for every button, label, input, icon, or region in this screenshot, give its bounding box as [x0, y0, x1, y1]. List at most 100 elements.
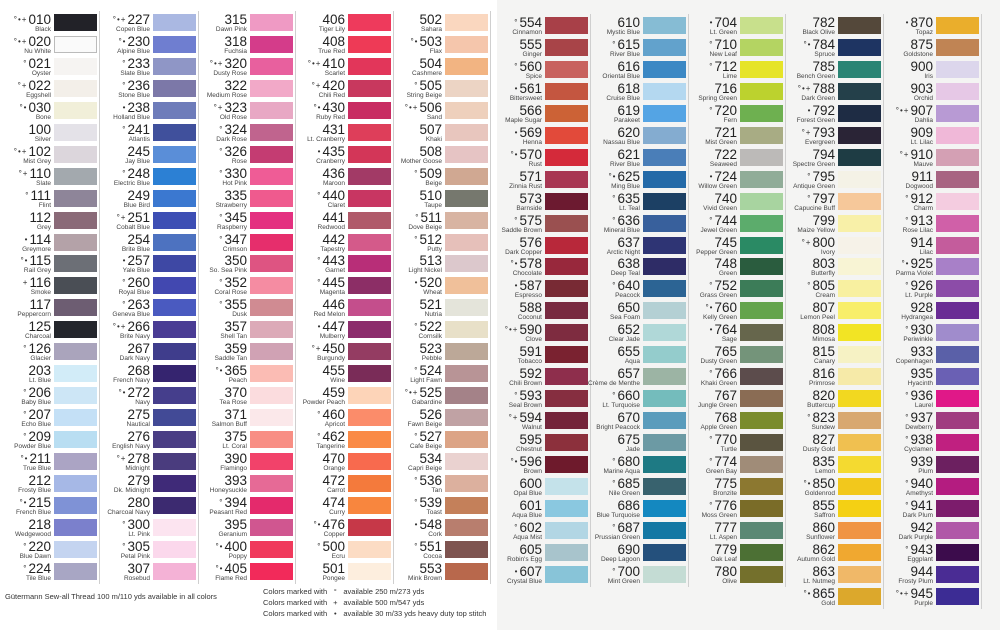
color-name: Mystic Blue: [606, 29, 640, 36]
color-name: Seal Brown: [508, 402, 542, 410]
color-name: Alpine Blue: [117, 47, 150, 55]
color-entry: 555 Ginger: [495, 38, 590, 60]
color-name: Gabardine: [411, 399, 442, 407]
color-swatch: [838, 280, 881, 298]
availability-marks: °•+: [112, 15, 127, 24]
color-number-line: °710: [667, 38, 737, 52]
color-entry: °602 Aqua Mist: [495, 521, 590, 543]
color-number: 607: [519, 563, 542, 579]
color-number: 554: [519, 15, 542, 30]
color-number-line: °126: [0, 342, 51, 356]
color-swatch: [545, 499, 588, 517]
color-number: 505: [419, 77, 442, 93]
color-entry: 933 Copenhagen: [886, 345, 981, 367]
color-number-line: 315: [177, 13, 247, 27]
color-number-line: 765: [667, 345, 737, 359]
color-label: 455 Wine: [275, 364, 345, 385]
color-name: Lt. Teal: [619, 204, 640, 212]
color-entry: °111 Flint: [4, 188, 99, 211]
color-number: 605: [519, 541, 542, 557]
color-swatch: [153, 211, 196, 229]
color-name: Cobalt Blue: [116, 223, 150, 231]
color-number: 355: [224, 297, 247, 313]
color-swatch: [445, 277, 488, 295]
color-number: 280: [127, 494, 150, 510]
color-number-line: °326: [177, 144, 247, 158]
color-entry: 441 Redwood: [298, 210, 393, 233]
color-name: Wedgewood: [14, 530, 51, 538]
color-number-line: °700: [570, 563, 640, 579]
color-label: °•215 French Blue: [0, 496, 51, 517]
color-number-line: •792: [765, 104, 835, 118]
color-number: 945: [910, 585, 933, 601]
color-label: °330 Hot Pink: [177, 166, 247, 188]
color-number-line: 779: [667, 543, 737, 557]
color-swatch: [936, 236, 979, 254]
color-entry: 610 Mystic Blue: [593, 16, 688, 38]
color-name: Dove Beige: [408, 223, 442, 231]
color-number-line: °260: [80, 276, 150, 290]
color-number: 500: [322, 538, 345, 554]
color-swatch: [153, 255, 196, 273]
color-entry: 534 Capri Beige: [395, 452, 490, 474]
color-entry: 112 Grey: [4, 210, 99, 233]
color-number: 318: [224, 33, 247, 49]
color-name: Cranberry: [316, 157, 345, 165]
color-label: °505 String Beige: [372, 79, 442, 100]
color-name: Espresso: [514, 292, 542, 300]
availability-marks: °: [414, 475, 419, 485]
color-entry: 359 Saddle Tan: [200, 342, 295, 364]
color-name: Cocoa: [423, 552, 442, 560]
color-name: Claret: [327, 201, 345, 209]
color-entry: °•570 Rust: [495, 147, 590, 170]
color-number-line: °•+525: [372, 386, 442, 400]
color-entry: °554 Cinnamon: [495, 16, 590, 38]
color-number-line: 245: [80, 144, 150, 158]
color-label: °797 Capucine Buff: [765, 191, 835, 213]
color-entry: 513 Light Nickel: [395, 254, 490, 276]
color-number-line: °913: [863, 213, 933, 227]
legend-row: Colors marked with + available 500 m/547…: [263, 597, 486, 608]
color-label: 862 Autumn Gold: [765, 543, 835, 564]
color-number: 855: [812, 497, 835, 513]
legend-text: available 500 m/547 yds: [343, 598, 425, 607]
color-number: 350: [224, 253, 247, 269]
color-swatch: [545, 214, 588, 232]
color-number-line: °•+102: [0, 144, 51, 158]
color-entry: 592 Chili Brown: [495, 367, 590, 389]
color-entry: 455 Wine: [298, 364, 393, 386]
color-number: 928: [910, 300, 933, 316]
color-number: 700: [617, 563, 640, 579]
color-swatch: [54, 57, 97, 75]
color-label: °462 Tangerine: [275, 430, 345, 451]
color-entry: 571 Zinnia Rust: [495, 169, 590, 192]
color-number: 600: [519, 475, 542, 491]
color-name: Orange: [323, 465, 345, 472]
color-label: •520 Wheat: [372, 276, 442, 297]
color-name: Lt. Pink: [128, 530, 150, 538]
color-number: 637: [617, 234, 640, 250]
color-label: 655 Aqua: [570, 345, 640, 366]
color-entry: 618 Cruise Blue: [593, 82, 688, 104]
color-name: Lt. Lilac: [910, 138, 933, 146]
color-number-line: °•272: [80, 386, 150, 400]
color-swatch: [348, 299, 391, 317]
color-label: 777 Lt. Aspen: [667, 521, 737, 542]
color-entry: °720 Fern: [690, 104, 785, 126]
color-name: Ginger: [522, 50, 542, 58]
column-divider: [785, 14, 786, 587]
color-number-line: °•030: [0, 101, 51, 115]
color-number: 510: [419, 187, 442, 203]
color-entry: °206 Baby Blue: [4, 386, 99, 408]
color-number: 420: [322, 77, 345, 93]
color-number-line: °•850: [765, 477, 835, 491]
color-entry: °511 Dove Beige: [395, 210, 490, 233]
color-number: 610: [617, 15, 640, 30]
color-number-line: °823: [765, 411, 835, 425]
color-swatch: [838, 412, 881, 430]
color-number-line: 675: [570, 433, 640, 447]
color-label: 638 Deep Teal: [570, 257, 640, 278]
color-label: °+594 Walnut: [472, 411, 542, 432]
color-entry: °823 Sundew: [788, 411, 883, 433]
color-entry: •764 Sage: [690, 323, 785, 345]
